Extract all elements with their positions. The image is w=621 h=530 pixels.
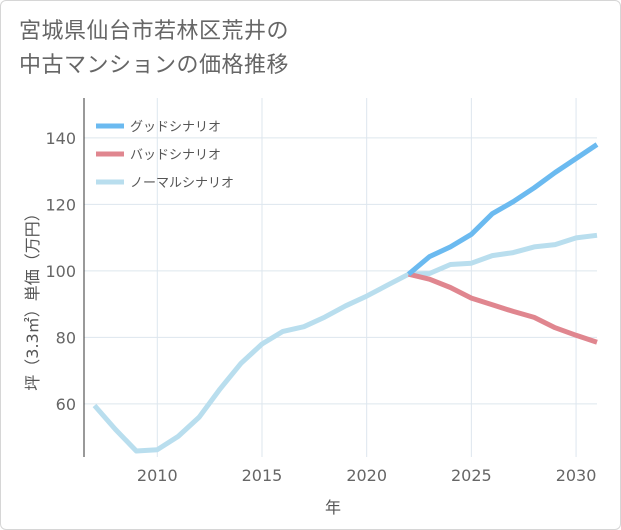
y-tick-label-0: 60 <box>56 395 76 414</box>
legend-item-0[interactable]: グッドシナリオ <box>96 120 221 135</box>
x-tick-label-0: 2010 <box>137 466 178 485</box>
tick-labels: 2010 2015 2020 2025 2030 60 80 100 120 140 <box>45 129 596 485</box>
x-tick-label-2: 2020 <box>346 466 387 485</box>
chart-title-line-2: 中古マンションの価格推移 <box>19 53 290 78</box>
chart-title: 宮城県仙台市若林区荒井の 中古マンションの価格推移 <box>19 15 289 83</box>
x-tick-label-4: 2030 <box>556 466 597 485</box>
legend-item-1[interactable]: バッドシナリオ <box>96 148 221 163</box>
y-axis-title: 坪（3.3㎡）単価（万円） <box>23 205 42 390</box>
y-tick-label-4: 140 <box>45 129 76 148</box>
legend-label-2: ノーマルシナリオ <box>130 176 234 191</box>
legend-label-0: グッドシナリオ <box>130 120 221 135</box>
y-tick-label-1: 80 <box>56 328 76 347</box>
legend-label-1: バッドシナリオ <box>130 148 221 163</box>
chart-title-line-1: 宮城県仙台市若林区荒井の <box>19 19 290 44</box>
series-line-1 <box>408 271 598 345</box>
y-tick-label-2: 100 <box>45 262 76 281</box>
legend-item-2[interactable]: ノーマルシナリオ <box>96 176 234 191</box>
series-line-0 <box>406 142 599 277</box>
series-lines <box>92 142 599 454</box>
grid-lines <box>84 98 597 457</box>
x-axis-title: 年 <box>325 498 341 517</box>
x-tick-label-1: 2015 <box>242 466 283 485</box>
series-line-2 <box>92 232 598 454</box>
x-tick-label-3: 2025 <box>451 466 492 485</box>
y-tick-label-3: 120 <box>45 195 76 214</box>
